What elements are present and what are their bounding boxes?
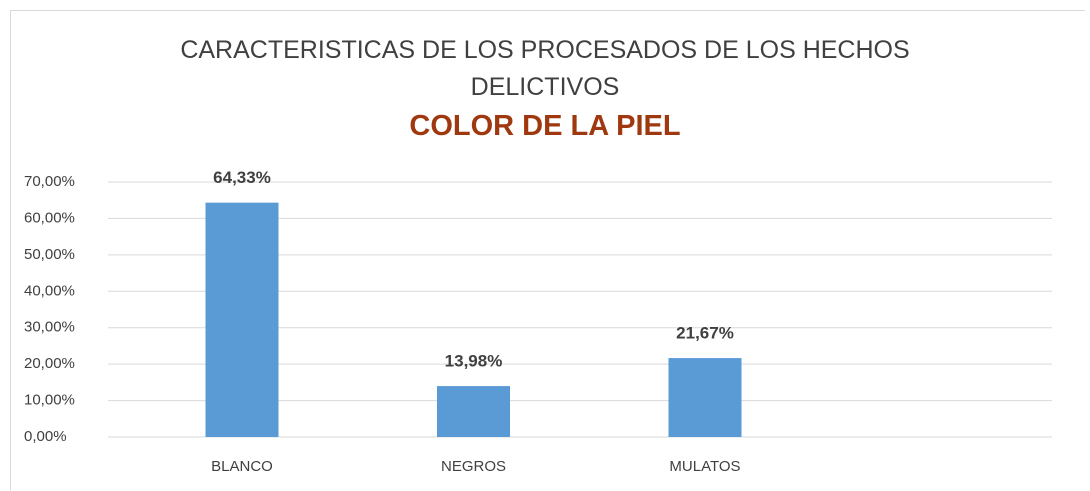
y-tick-label: 30,00% [24,319,75,336]
value-label: 64,33% [213,168,271,187]
bar [205,202,279,437]
bar [437,386,510,437]
x-tick-label: BLANCO [211,458,273,475]
chart-title: CARACTERISTICAS DE LOS PROCESADOS DE LOS… [180,36,910,101]
value-label: 13,98% [445,352,503,371]
y-tick-label: 0,00% [24,428,67,445]
x-tick-label: MULATOS [669,458,740,475]
chart-subtitle: COLOR DE LA PIEL [409,110,681,142]
y-tick-label: 40,00% [24,282,75,299]
chart-frame [10,10,1085,490]
y-tick-label: 50,00% [24,246,75,263]
value-label: 21,67% [676,324,734,343]
y-tick-label: 60,00% [24,209,75,226]
y-tick-label: 10,00% [24,392,75,409]
bar [668,358,742,437]
x-tick-label: NEGROS [441,458,506,475]
y-tick-label: 70,00% [24,173,75,190]
y-tick-label: 20,00% [24,355,75,372]
